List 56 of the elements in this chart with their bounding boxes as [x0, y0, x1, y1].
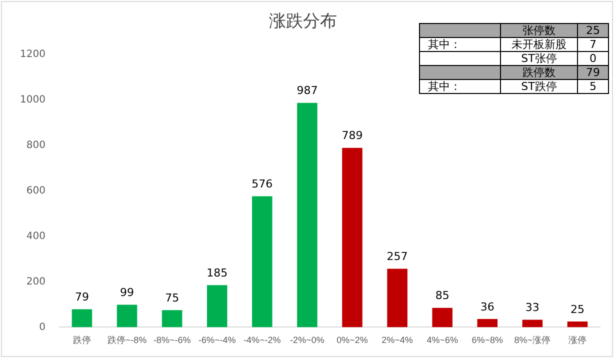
- bar: [162, 310, 182, 328]
- text: 25: [578, 24, 608, 38]
- bar: [387, 268, 408, 328]
- data-label: 576: [252, 178, 273, 191]
- annotation: 79: [578, 66, 608, 80]
- bar: [297, 102, 318, 328]
- y-tick-label: 600: [26, 185, 46, 196]
- bar: [522, 320, 543, 328]
- y-tick-label: 200: [26, 276, 46, 288]
- data-label: 987: [296, 84, 318, 98]
- data-label: 789: [342, 129, 363, 142]
- data-label: 25: [570, 302, 584, 316]
- y-tick-label: 1000: [20, 94, 46, 106]
- text: 7: [578, 38, 608, 52]
- data-label: 185: [206, 266, 228, 280]
- x-tick-label: 2%~4%: [382, 335, 413, 346]
- y-tick-label: 1200: [20, 48, 46, 60]
- data-label: 75: [165, 292, 180, 305]
- annotation: 5: [578, 80, 608, 94]
- bar: [567, 322, 588, 328]
- bar: [252, 196, 272, 328]
- data-label: 257: [386, 250, 408, 264]
- x-tick-label: -2%~0%: [290, 335, 324, 346]
- x-tick-label: 4%~6%: [426, 335, 458, 346]
- bar: [116, 304, 138, 328]
- annotation: ST张停: [500, 52, 578, 66]
- annotation: 其中：: [420, 80, 500, 94]
- x-tick-label: 8%~涨停: [514, 335, 551, 346]
- bar: [342, 148, 362, 328]
- x-tick-label: -6%~-4%: [198, 335, 236, 346]
- bar: [206, 285, 228, 328]
- annotation: ST跌停: [500, 80, 578, 94]
- bar: [432, 308, 452, 328]
- x-tick-label: 6%~8%: [472, 335, 504, 346]
- x-tick-label: -4%~-2%: [244, 335, 281, 346]
- x-tick-label: -8%~-6%: [153, 335, 191, 346]
- y-tick-label: 0: [39, 322, 46, 333]
- data-label: 33: [525, 301, 540, 314]
- bar: [477, 319, 498, 328]
- y-tick-label: 800: [26, 140, 46, 151]
- data-label: 36: [480, 300, 494, 314]
- x-tick-label: 涨停: [568, 335, 586, 346]
- x-tick-label: 跌停: [72, 335, 91, 346]
- x-tick-label: 跌停~-8%: [107, 335, 147, 346]
- text: 其中：: [420, 38, 500, 52]
- chart-title: 涨跌分布: [269, 12, 337, 32]
- text: 未开板新股: [500, 38, 578, 52]
- data-label: 79: [74, 290, 89, 304]
- bar: [72, 309, 92, 328]
- y-tick-label: 400: [26, 230, 46, 242]
- data-label: 99: [120, 286, 134, 300]
- data-label: 85: [435, 289, 450, 302]
- text: 张停数: [500, 24, 578, 38]
- annotation: 0: [578, 52, 608, 66]
- annotation: 跌停数: [500, 66, 578, 80]
- x-tick-label: 0%~2%: [336, 335, 368, 346]
